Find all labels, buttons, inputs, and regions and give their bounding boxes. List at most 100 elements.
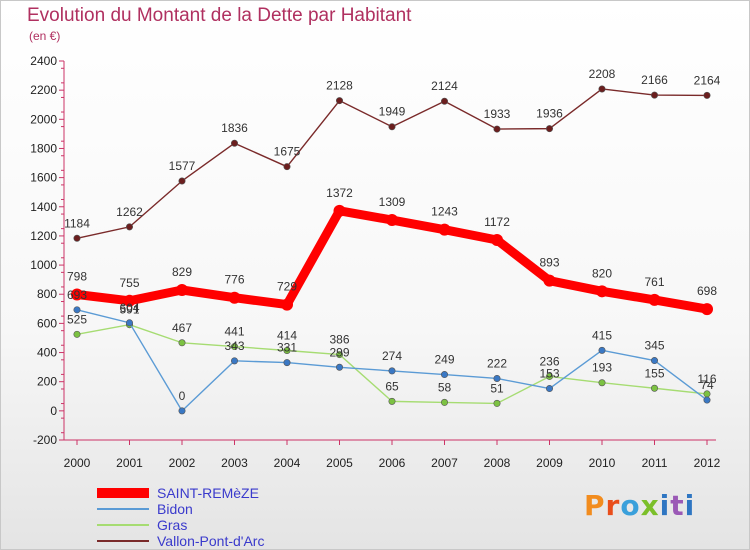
x-tick-label: 2004	[274, 456, 301, 470]
data-point	[438, 223, 451, 236]
data-label: 1675	[274, 145, 301, 159]
data-label: 153	[539, 367, 559, 381]
data-point	[493, 399, 501, 407]
y-tick-label: 1400	[30, 200, 57, 214]
y-tick-label: 400	[37, 346, 57, 360]
logo-letter: P	[584, 489, 606, 522]
legend-item-bidon: Bidon	[97, 501, 264, 517]
data-point	[388, 123, 396, 131]
data-label: 591	[119, 303, 139, 317]
y-tick-label: 600	[37, 316, 57, 330]
legend-label-vallon: Vallon-Pont-d'Arc	[157, 533, 265, 549]
x-tick-label: 2011	[642, 456, 668, 470]
logo-letter: r	[605, 489, 621, 522]
logo-letter: t	[670, 489, 685, 522]
y-tick-label: 0	[50, 404, 57, 418]
y-tick-label: 1600	[30, 171, 57, 185]
data-label: 829	[172, 265, 192, 279]
data-label: 729	[277, 280, 297, 294]
logo-letter: i	[659, 489, 671, 522]
legend: SAINT-REMèZE Bidon Gras Vallon-Pont-d'Ar…	[97, 485, 264, 549]
data-point	[123, 294, 136, 307]
x-tick-label: 2007	[431, 456, 458, 470]
data-point	[335, 351, 343, 359]
data-point	[71, 288, 83, 301]
x-tick-label: 2008	[484, 456, 511, 470]
data-label: 2124	[431, 79, 458, 93]
data-label: 51	[490, 381, 504, 395]
data-label: 1243	[431, 205, 458, 219]
data-label: 1949	[379, 105, 406, 119]
data-point	[178, 407, 186, 415]
data-point	[493, 374, 501, 382]
data-label: 2128	[326, 79, 353, 93]
y-tick-label: 2400	[30, 54, 57, 68]
y-tick-label: 1800	[30, 141, 57, 155]
data-point	[178, 339, 186, 347]
data-label: 467	[172, 321, 192, 335]
data-point	[598, 346, 606, 354]
data-point	[228, 291, 241, 304]
data-label: 274	[382, 349, 402, 363]
data-point	[545, 125, 553, 133]
data-label: 441	[224, 325, 244, 339]
data-label: 1933	[484, 107, 511, 121]
legend-label-saint-remeze: SAINT-REMèZE	[157, 485, 259, 501]
x-tick-label: 2003	[221, 456, 248, 470]
data-point	[73, 306, 81, 314]
data-label: 761	[644, 275, 664, 289]
data-point	[283, 163, 291, 171]
data-point	[126, 223, 134, 231]
data-label: 331	[277, 341, 297, 355]
legend-item-saint-remeze: SAINT-REMèZE	[97, 485, 264, 501]
chart-title: Evolution du Montant de la Dette par Hab…	[27, 5, 412, 26]
data-label: 222	[487, 356, 507, 370]
data-point	[231, 357, 239, 365]
data-label: 236	[539, 354, 559, 368]
legend-swatch-vallon	[97, 540, 149, 542]
data-label: 155	[644, 366, 664, 380]
data-point	[178, 177, 186, 185]
x-tick-label: 2002	[169, 456, 196, 470]
data-label: 698	[697, 284, 717, 298]
chart-subtitle: (en €)	[29, 29, 61, 43]
y-tick-label: 2000	[30, 112, 57, 126]
data-point	[281, 298, 293, 311]
data-point	[650, 91, 658, 99]
data-label: 1262	[116, 205, 143, 219]
data-label: 58	[438, 380, 452, 394]
data-label: 776	[224, 273, 244, 287]
data-label: 2208	[589, 67, 616, 81]
data-point	[701, 303, 713, 316]
data-point	[440, 97, 448, 105]
data-label: 798	[67, 270, 87, 284]
data-label: 343	[224, 339, 244, 353]
y-tick-label: 1200	[30, 229, 57, 243]
x-tick-label: 2005	[326, 456, 353, 470]
legend-item-vallon: Vallon-Pont-d'Arc	[97, 533, 264, 549]
data-point	[598, 379, 606, 387]
logo-letter: o	[620, 489, 641, 522]
data-label: 414	[277, 328, 297, 342]
x-tick-label: 2012	[694, 456, 721, 470]
data-label: 116	[697, 372, 716, 386]
data-point	[596, 285, 608, 298]
data-point	[543, 274, 556, 287]
data-point	[648, 293, 661, 306]
data-point	[493, 125, 501, 133]
data-point	[73, 234, 81, 242]
data-label: 693	[67, 288, 87, 302]
logo-letter: i	[684, 489, 696, 522]
data-label: 820	[592, 266, 612, 280]
data-label: 386	[329, 333, 349, 347]
x-tick-label: 2001	[116, 456, 143, 470]
data-label: 65	[385, 379, 399, 393]
data-label: 1936	[536, 107, 563, 121]
legend-label-bidon: Bidon	[157, 501, 193, 517]
data-point	[388, 397, 396, 405]
data-point	[335, 97, 343, 105]
data-label: 1184	[64, 216, 90, 230]
data-point	[545, 385, 553, 393]
